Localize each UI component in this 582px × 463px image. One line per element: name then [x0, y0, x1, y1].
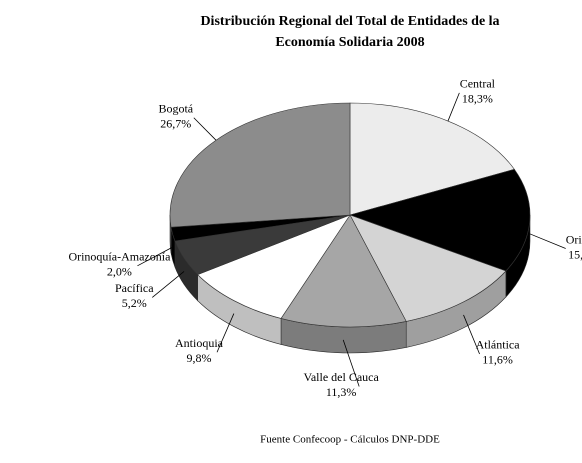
slice-label: Pacífica: [115, 281, 154, 295]
chart-title: Distribución Regional del Total de Entid…: [200, 14, 499, 29]
leader-line: [152, 271, 185, 298]
slice-label: Antioquia: [175, 336, 224, 350]
value-label: 15,0%: [568, 247, 582, 261]
slice-side-shade: [171, 227, 175, 268]
slice: [197, 214, 351, 319]
slice-side-shade: [406, 271, 506, 348]
value-label: 9,8%: [187, 351, 212, 365]
slice: [280, 214, 407, 328]
slice-label: Orienta: [566, 232, 582, 246]
leader-line: [193, 117, 217, 141]
slice: [349, 169, 531, 272]
source-note: Fuente Confecoop - Cálculos DNP-DDE: [260, 434, 440, 446]
value-label: 2,0%: [107, 265, 132, 279]
chart-title: Economía Solidaria 2008: [275, 35, 424, 50]
slice-label: Central: [460, 77, 496, 91]
value-label: 11,6%: [482, 353, 513, 367]
slice: [349, 214, 507, 322]
slice-side-shade: [174, 241, 198, 301]
leader-line: [137, 246, 173, 267]
slice-side-shade: [505, 215, 530, 297]
leader-line: [463, 314, 480, 355]
slice-side-shade: [170, 215, 172, 254]
leader-line: [447, 92, 460, 122]
slice: [349, 102, 515, 216]
slice-label: Orinoquía-Amazonía: [68, 250, 171, 264]
value-label: 26,7%: [160, 117, 191, 131]
slice-label: Atlántica: [476, 338, 521, 352]
value-label: 5,2%: [122, 296, 147, 310]
slice-label: Valle del Cauca: [304, 370, 380, 384]
slice-side-shade: [197, 274, 282, 345]
slice-side-shade: [281, 318, 407, 353]
slice-label: Bogotá: [158, 102, 193, 116]
value-label: 11,3%: [326, 385, 357, 399]
value-label: 18,3%: [462, 92, 493, 106]
slice: [169, 102, 351, 228]
leader-line: [342, 339, 360, 387]
leader-line: [216, 313, 235, 353]
leader-line: [529, 233, 566, 249]
